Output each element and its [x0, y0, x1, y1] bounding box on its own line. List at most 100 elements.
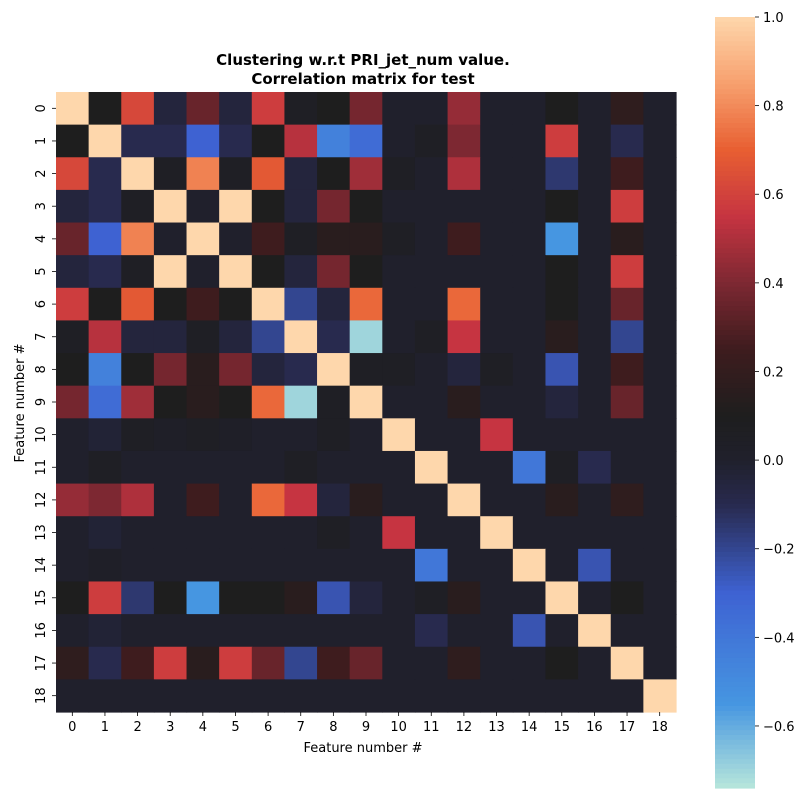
heatmap-cell-5-6	[251, 255, 286, 289]
heatmap-cell-16-8	[317, 614, 351, 648]
heatmap-cell-8-5	[219, 353, 253, 387]
x-tick-label-0: 0	[68, 720, 76, 735]
heatmap-cell-11-13	[480, 450, 514, 485]
colorbar-segment	[715, 527, 755, 534]
heatmap-cell-16-12	[447, 614, 481, 648]
colorbar-segment	[715, 681, 755, 688]
heatmap-cell-1-6	[251, 124, 286, 158]
heatmap-cell-14-6	[251, 548, 286, 583]
colorbar-segment	[715, 267, 755, 273]
heatmap-cell-5-1	[88, 255, 122, 289]
heatmap-cell-18-9	[349, 679, 383, 713]
heatmap-cell-1-17	[610, 124, 644, 158]
heatmap-cell-5-9	[349, 255, 383, 289]
heatmap-cell-2-2	[121, 157, 155, 191]
heatmap-cell-12-11	[414, 483, 449, 517]
heatmap-cell-2-15	[545, 157, 579, 191]
colorbar-segment	[715, 474, 755, 481]
heatmap-cell-2-7	[284, 157, 318, 191]
heatmap-cell-4-0	[56, 222, 90, 256]
heatmap-cell-6-12	[447, 287, 481, 322]
colorbar-segment	[715, 392, 755, 399]
heatmap-cell-13-2	[121, 516, 155, 550]
heatmap-cell-18-15	[545, 679, 579, 713]
heatmap-cell-1-10	[382, 124, 416, 158]
heatmap-cell-3-4	[186, 189, 220, 224]
heatmap-cell-8-11	[414, 353, 449, 387]
y-tick-label-7: 7	[34, 333, 49, 341]
heatmap-cell-7-10	[382, 320, 416, 354]
heatmap-cell-10-0	[56, 418, 90, 452]
heatmap-cell-4-4	[186, 222, 220, 256]
colorbar-segment	[715, 176, 755, 182]
colorbar-segment	[715, 60, 755, 66]
colorbar-segment	[715, 609, 755, 616]
y-tick-label-10: 10	[34, 426, 49, 443]
colorbar-segment	[715, 229, 755, 235]
colorbar-segment	[715, 768, 755, 775]
heatmap-cell-7-12	[447, 320, 481, 354]
heatmap-cell-2-13	[480, 157, 514, 191]
colorbar-segment	[715, 677, 755, 683]
colorbar-segment	[715, 50, 755, 57]
heatmap-cell-3-13	[480, 189, 514, 224]
heatmap-cell-13-6	[251, 516, 286, 550]
colorbar-segment	[715, 460, 755, 466]
heatmap-cell-13-7	[284, 516, 318, 550]
heatmap-cell-0-16	[578, 92, 612, 126]
heatmap-cell-16-15	[545, 614, 579, 648]
heatmap-cell-7-17	[610, 320, 644, 354]
heatmap-cell-11-18	[643, 450, 677, 485]
heatmap-cell-9-7	[284, 385, 318, 419]
heatmap-cell-9-8	[317, 385, 351, 419]
heatmap-cell-14-4	[186, 548, 220, 583]
colorbar-segment	[715, 21, 755, 28]
y-axis-label: Feature number #	[13, 343, 28, 462]
heatmap-cell-9-0	[56, 385, 90, 419]
heatmap-cell-7-14	[512, 320, 547, 354]
colorbar-segment	[715, 710, 755, 717]
heatmap-cell-0-12	[447, 92, 481, 126]
heatmap-cell-17-14	[512, 646, 547, 680]
colorbar-segment	[715, 354, 755, 360]
chart-title-line-2: Correlation matrix for test	[251, 70, 474, 88]
y-tick-label-12: 12	[34, 492, 49, 509]
heatmap-cell-12-2	[121, 483, 155, 517]
colorbar-segment	[715, 412, 755, 418]
heatmap-cell-17-8	[317, 646, 351, 680]
heatmap-cell-5-17	[610, 255, 644, 289]
heatmap-cell-2-10	[382, 157, 416, 191]
colorbar-segment	[715, 691, 755, 698]
colorbar-segment	[715, 325, 755, 331]
colorbar-segment	[715, 431, 755, 437]
heatmap-cell-1-13	[480, 124, 514, 158]
heatmap-cell-7-2	[121, 320, 155, 354]
heatmap-cell-6-1	[88, 287, 122, 322]
colorbar-segment	[715, 306, 755, 312]
heatmap-cell-7-16	[578, 320, 612, 354]
x-tick-label-17: 17	[619, 720, 636, 735]
colorbar-segment	[715, 551, 755, 558]
heatmap-cell-16-9	[349, 614, 383, 648]
y-tick-label-13: 13	[34, 524, 49, 541]
colorbar-tick-label: 0.8	[763, 100, 784, 115]
y-tick-label-4: 4	[34, 235, 49, 243]
colorbar-segment	[715, 653, 755, 659]
heatmap-cell-13-17	[610, 516, 644, 550]
heatmap-cell-11-1	[88, 450, 122, 485]
heatmap-cell-11-10	[382, 450, 416, 485]
heatmap-cell-3-5	[219, 189, 253, 224]
colorbar-segment	[715, 151, 755, 158]
heatmap-cell-8-15	[545, 353, 579, 387]
heatmap-cell-18-2	[121, 679, 155, 713]
heatmap-cell-14-7	[284, 548, 318, 583]
heatmap-cell-16-7	[284, 614, 318, 648]
heatmap-cell-17-18	[643, 646, 677, 680]
colorbar-segment	[715, 315, 755, 322]
heatmap-cell-1-16	[578, 124, 612, 158]
x-axis-label: Feature number #	[303, 741, 422, 756]
heatmap-cell-15-15	[545, 581, 579, 615]
heatmap-cell-18-8	[317, 679, 351, 713]
